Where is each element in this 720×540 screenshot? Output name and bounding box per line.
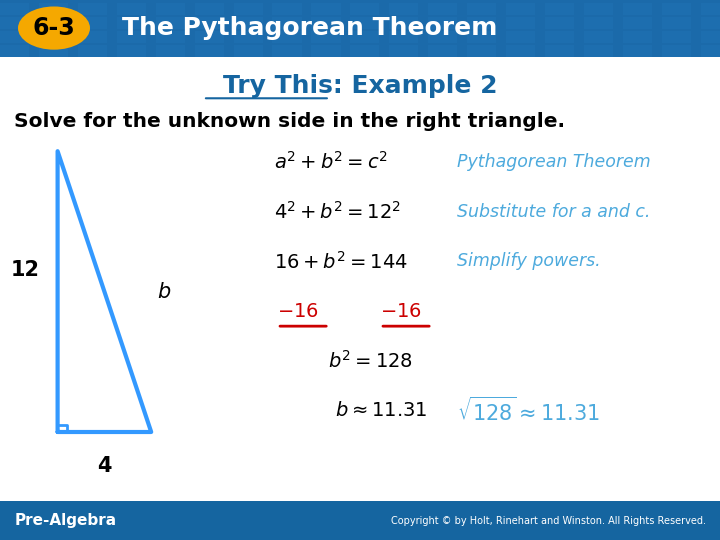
Text: $16 + b^2 = 144$: $16 + b^2 = 144$ — [274, 251, 408, 272]
Bar — [584, 17, 613, 29]
Bar — [623, 17, 652, 29]
Bar — [545, 31, 574, 43]
Bar — [233, 45, 263, 57]
Bar — [623, 45, 652, 57]
Bar — [0, 17, 30, 29]
Bar — [662, 3, 690, 15]
Text: Simplify powers.: Simplify powers. — [457, 252, 600, 271]
Bar — [117, 31, 146, 43]
Bar — [194, 17, 224, 29]
Bar — [233, 31, 263, 43]
Bar — [311, 17, 341, 29]
Bar — [233, 17, 263, 29]
Text: $\sqrt{128} \approx 11.31$: $\sqrt{128} \approx 11.31$ — [457, 396, 600, 424]
Bar — [350, 45, 379, 57]
Text: Try This: Example 2: Try This: Example 2 — [222, 75, 498, 98]
Text: Pre-Algebra: Pre-Algebra — [14, 513, 117, 528]
Bar — [39, 45, 68, 57]
Bar — [156, 45, 185, 57]
Bar — [390, 31, 418, 43]
Text: $-16$: $-16$ — [380, 301, 422, 321]
Bar — [662, 45, 690, 57]
Bar — [272, 31, 302, 43]
Bar — [311, 3, 341, 15]
Bar — [0, 3, 30, 15]
Bar — [545, 17, 574, 29]
Bar — [428, 3, 457, 15]
Bar — [584, 31, 613, 43]
Bar — [623, 31, 652, 43]
Bar — [390, 3, 418, 15]
Bar — [467, 45, 496, 57]
Bar — [272, 3, 302, 15]
Bar — [701, 31, 720, 43]
Text: 4: 4 — [97, 456, 112, 476]
Bar — [701, 17, 720, 29]
Bar — [506, 31, 535, 43]
Bar — [428, 31, 457, 43]
Bar — [156, 17, 185, 29]
Text: $b \approx 11.31$: $b \approx 11.31$ — [335, 401, 427, 420]
Bar — [78, 3, 107, 15]
Text: $a^2 + b^2 = c^2$: $a^2 + b^2 = c^2$ — [274, 151, 387, 173]
Bar — [156, 31, 185, 43]
Bar — [584, 45, 613, 57]
Bar — [390, 45, 418, 57]
Ellipse shape — [18, 6, 90, 50]
Text: $b^2 = 128$: $b^2 = 128$ — [328, 350, 413, 372]
Bar — [467, 3, 496, 15]
Bar — [194, 45, 224, 57]
Text: 12: 12 — [11, 260, 40, 280]
Bar — [272, 45, 302, 57]
Text: $4^2 + b^2 = 12^2$: $4^2 + b^2 = 12^2$ — [274, 201, 400, 222]
Bar — [701, 3, 720, 15]
Bar — [467, 31, 496, 43]
Bar — [623, 3, 652, 15]
Text: Pythagorean Theorem: Pythagorean Theorem — [457, 153, 651, 171]
Bar — [662, 31, 690, 43]
Bar — [78, 31, 107, 43]
Bar — [39, 3, 68, 15]
Bar — [0, 31, 30, 43]
Text: Copyright © by Holt, Rinehart and Winston. All Rights Reserved.: Copyright © by Holt, Rinehart and Winsto… — [391, 516, 706, 525]
Bar — [350, 3, 379, 15]
Bar — [117, 17, 146, 29]
Bar — [272, 17, 302, 29]
Bar — [701, 45, 720, 57]
Bar — [78, 45, 107, 57]
Bar — [0, 501, 720, 540]
Bar — [311, 45, 341, 57]
Bar — [467, 17, 496, 29]
Bar — [584, 3, 613, 15]
Bar — [506, 17, 535, 29]
Bar — [390, 17, 418, 29]
Bar — [428, 45, 457, 57]
Bar — [350, 17, 379, 29]
Bar — [506, 3, 535, 15]
Text: The Pythagorean Theorem: The Pythagorean Theorem — [122, 16, 498, 40]
Bar — [78, 17, 107, 29]
Bar — [506, 45, 535, 57]
Bar — [233, 3, 263, 15]
Bar — [0, 0, 720, 57]
Text: Solve for the unknown side in the right triangle.: Solve for the unknown side in the right … — [14, 112, 565, 131]
Text: b: b — [157, 281, 170, 302]
Text: Substitute for a and c.: Substitute for a and c. — [457, 202, 651, 221]
Text: $-16$: $-16$ — [277, 301, 319, 321]
Bar — [662, 17, 690, 29]
Bar — [156, 3, 185, 15]
Bar — [194, 31, 224, 43]
Bar — [545, 3, 574, 15]
Bar — [117, 3, 146, 15]
Bar — [39, 31, 68, 43]
Text: 6-3: 6-3 — [32, 16, 76, 40]
Bar — [0, 45, 30, 57]
Bar — [350, 31, 379, 43]
Bar — [311, 31, 341, 43]
Bar — [39, 17, 68, 29]
Bar — [194, 3, 224, 15]
Bar — [117, 45, 146, 57]
Bar — [545, 45, 574, 57]
Bar — [428, 17, 457, 29]
